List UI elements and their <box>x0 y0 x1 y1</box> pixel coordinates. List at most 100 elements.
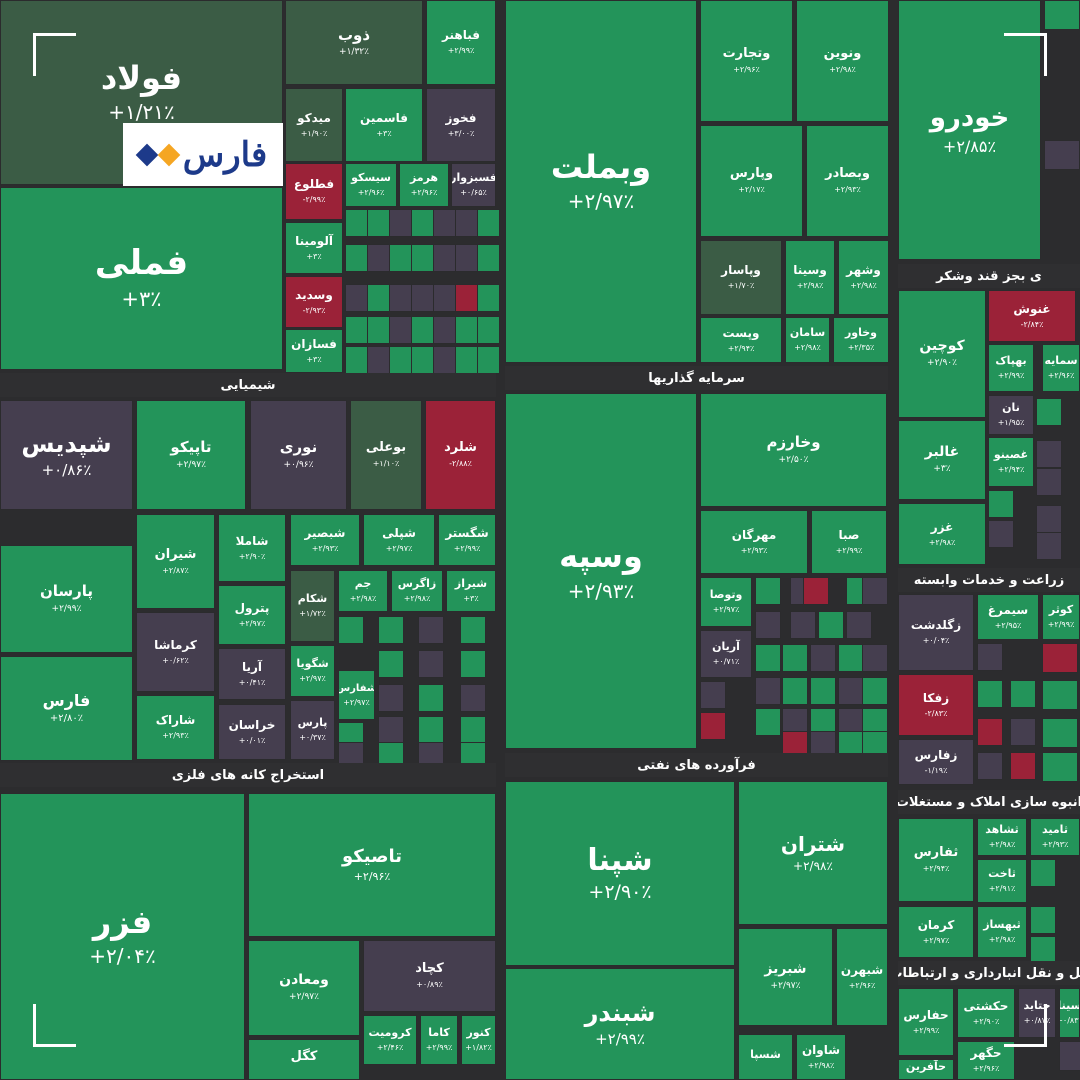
heatmap-tile[interactable]: میدکو +۱/۹۰٪ <box>285 88 343 162</box>
heatmap-tile[interactable]: زگلدشت +۰/۰۴٪ <box>898 594 974 671</box>
heatmap-tile[interactable]: کرومیت +۲/۴۶٪ <box>363 1015 417 1065</box>
heatmap-tile[interactable]: پارسان +۲/۹۹٪ <box>0 545 133 653</box>
heatmap-tile[interactable]: شسپا <box>738 1034 793 1080</box>
heatmap-tile[interactable]: وتوصا +۲/۹۷٪ <box>700 577 752 627</box>
heatmap-tile[interactable]: فطلوع -۲/۹۹٪ <box>285 163 343 220</box>
heatmap-cell <box>782 644 808 672</box>
heatmap-tile[interactable]: غالبر +۳٪ <box>898 420 986 500</box>
heatmap-tile[interactable]: بهپاک +۲/۹۹٪ <box>988 344 1034 392</box>
heatmap-tile[interactable]: جم +۲/۹۸٪ <box>338 570 388 612</box>
heatmap-tile[interactable]: فسازان +۳٪ <box>285 329 343 373</box>
heatmap-tile[interactable]: غنوش -۲/۸۴٪ <box>988 290 1076 342</box>
heatmap-tile[interactable]: کرماشا +۰/۶۲٪ <box>136 612 215 692</box>
heatmap-tile[interactable]: زفارس -۱/۱۹٪ <box>898 739 974 785</box>
heatmap-tile[interactable]: آریان +۰/۷۱٪ <box>700 630 752 678</box>
heatmap-tile[interactable]: وخارزم +۲/۵۰٪ <box>700 393 887 507</box>
heatmap-tile[interactable]: سمایه +۲/۹۶٪ <box>1042 344 1080 392</box>
heatmap-tile[interactable]: وسینا +۲/۹۸٪ <box>785 240 835 315</box>
heatmap-tile[interactable]: بوعلی +۱/۱۰٪ <box>350 400 422 510</box>
heatmap-tile[interactable]: حکشتی +۲/۹۰٪ <box>957 988 1015 1038</box>
heatmap-tile[interactable]: فزر +۲/۰۴٪ <box>0 793 245 1080</box>
heatmap-tile[interactable]: کنور +۱/۸۲٪ <box>461 1015 496 1065</box>
heatmap-tile[interactable]: خراسان +۰/۰۱٪ <box>218 704 286 760</box>
heatmap-tile[interactable]: کوچین +۲/۹۰٪ <box>898 290 986 418</box>
heatmap-tile[interactable]: وپست +۲/۹۴٪ <box>700 317 782 363</box>
heatmap-tile[interactable]: سینا +۰/۸۳٪ <box>1059 988 1080 1038</box>
heatmap-tile[interactable]: وشهر +۲/۹۸٪ <box>838 240 889 315</box>
heatmap-tile[interactable]: نوری +۰/۹۶٪ <box>250 400 347 510</box>
heatmap-tile[interactable]: وپارس +۲/۱۷٪ <box>700 125 803 237</box>
heatmap-tile[interactable]: خودرو +۲/۸۵٪ <box>898 0 1041 260</box>
heatmap-tile[interactable]: ثبهساز +۲/۹۸٪ <box>977 906 1027 958</box>
heatmap-tile[interactable]: شاملا +۲/۹۰٪ <box>218 514 286 582</box>
heatmap-tile[interactable]: وسدید -۲/۹۳٪ <box>285 276 343 328</box>
heatmap-tile[interactable]: نان +۱/۹۵٪ <box>988 395 1034 435</box>
heatmap-tile[interactable]: تاصیکو +۲/۹۶٪ <box>248 793 496 937</box>
heatmap-tile[interactable]: حفارس +۲/۹۹٪ <box>898 988 954 1056</box>
heatmap-tile[interactable]: کاما +۲/۹۹٪ <box>420 1015 458 1065</box>
heatmap-tile[interactable]: شبریز +۲/۹۷٪ <box>738 928 833 1026</box>
heatmap-tile[interactable]: غزر +۲/۹۸٪ <box>898 503 986 565</box>
heatmap-tile[interactable]: شیران +۲/۸۷٪ <box>136 514 215 609</box>
heatmap-tile[interactable]: پارس +۰/۳۷٪ <box>290 700 335 760</box>
heatmap-tile[interactable]: شیراز +۳٪ <box>446 570 496 612</box>
heatmap-tile[interactable]: شبصیر +۲/۹۳٪ <box>290 514 360 566</box>
heatmap-tile[interactable]: شکام +۱/۷۲٪ <box>290 570 335 642</box>
heatmap-tile[interactable]: فملی +۳٪ <box>0 187 283 370</box>
heatmap-tile[interactable]: ونوین +۲/۹۸٪ <box>796 0 889 122</box>
heatmap-tile[interactable]: ذوب +۱/۳۲٪ <box>285 0 423 85</box>
heatmap-tile[interactable]: وسپه +۲/۹۳٪ <box>505 393 697 749</box>
heatmap-tile[interactable]: فسبزوار +۰/۶۵٪ <box>451 163 496 207</box>
heatmap-tile[interactable]: فارس +۲/۸۰٪ <box>0 656 133 761</box>
heatmap-tile[interactable]: ثشاهد +۲/۹۸٪ <box>977 818 1027 856</box>
heatmap-cell <box>389 244 412 272</box>
heatmap-tile[interactable]: سیمرغ +۲/۹۵٪ <box>977 594 1039 640</box>
heatmap-tile[interactable]: شفارس +۲/۹۷٪ <box>338 670 375 720</box>
heatmap-tile[interactable]: وتجارت +۲/۹۶٪ <box>700 0 793 122</box>
heatmap-tile[interactable]: کچاد +۰/۸۹٪ <box>363 940 496 1012</box>
heatmap-tile[interactable]: ومعادن +۲/۹۷٪ <box>248 940 360 1036</box>
heatmap-tile[interactable]: شپلی +۲/۹۷٪ <box>363 514 435 566</box>
heatmap-tile[interactable]: حآفرین <box>898 1059 954 1080</box>
heatmap-tile[interactable]: فاسمین +۳٪ <box>345 88 423 162</box>
heatmap-tile[interactable]: شاراک +۲/۹۳٪ <box>136 695 215 760</box>
heatmap-tile[interactable]: ثاخت +۲/۹۱٪ <box>977 859 1027 903</box>
heatmap-tile[interactable]: سیسکو +۲/۹۶٪ <box>345 163 397 207</box>
heatmap-tile[interactable]: وبملت +۲/۹۷٪ <box>505 0 697 363</box>
heatmap-tile[interactable]: شاوان +۲/۹۸٪ <box>796 1034 846 1080</box>
heatmap-tile[interactable]: وخاور +۲/۳۵٪ <box>833 317 889 363</box>
heatmap-tile[interactable]: شبندر +۲/۹۹٪ <box>505 968 735 1080</box>
heatmap-tile[interactable]: شلرد -۲/۸۸٪ <box>425 400 496 510</box>
heatmap-tile[interactable]: شپنا +۲/۹۰٪ <box>505 781 735 966</box>
heatmap-tile[interactable]: کرمان +۲/۹۷٪ <box>898 906 974 958</box>
heatmap-tile[interactable]: شگویا +۲/۹۷٪ <box>290 645 335 697</box>
heatmap-tile[interactable]: سامان +۲/۹۸٪ <box>785 317 830 363</box>
sector-label: انبوه سازی املاک و مستغلات <box>898 790 1080 814</box>
heatmap-tile[interactable]: هرمز +۲/۹۶٪ <box>399 163 449 207</box>
heatmap-tile[interactable]: شپدیس +۰/۸۶٪ <box>0 400 133 510</box>
heatmap-tile[interactable]: وپاسار +۱/۷۰٪ <box>700 240 782 315</box>
heatmap-tile[interactable]: غصینو +۲/۹۴٪ <box>988 437 1034 487</box>
heatmap-cell <box>460 716 486 744</box>
heatmap-tile[interactable]: کگل <box>248 1039 360 1080</box>
heatmap-tile[interactable]: آریا +۰/۴۱٪ <box>218 648 286 700</box>
heatmap-tile[interactable]: حتاید +۰/۸۷٪ <box>1018 988 1056 1038</box>
heatmap-tile[interactable]: پترول +۲/۹۷٪ <box>218 585 286 645</box>
heatmap-tile[interactable]: فخوز +۳/۰۰٪ <box>426 88 496 162</box>
heatmap-tile[interactable]: شبهرن +۲/۹۶٪ <box>836 928 888 1026</box>
heatmap-tile[interactable]: تاپیکو +۲/۹۷٪ <box>136 400 246 510</box>
heatmap-cell <box>389 346 412 374</box>
heatmap-tile[interactable]: مهرگان +۲/۹۳٪ <box>700 510 808 574</box>
heatmap-tile[interactable]: شتران +۲/۹۸٪ <box>738 781 888 925</box>
heatmap-tile[interactable]: زاگرس +۲/۹۸٪ <box>391 570 443 612</box>
heatmap-tile[interactable]: صبا +۲/۹۹٪ <box>811 510 887 574</box>
heatmap-tile[interactable]: ثفارس +۲/۹۴٪ <box>898 818 974 902</box>
heatmap-tile[interactable]: فباهنر +۲/۹۹٪ <box>426 0 496 85</box>
heatmap-tile[interactable]: ثامید +۲/۹۳٪ <box>1030 818 1080 856</box>
heatmap-tile[interactable]: آلومینا +۳٪ <box>285 222 343 274</box>
heatmap-tile[interactable]: شگستر +۲/۹۹٪ <box>438 514 496 566</box>
heatmap-tile[interactable]: وبصادر +۲/۹۳٪ <box>806 125 889 237</box>
heatmap-tile[interactable]: کوثر +۲/۹۹٪ <box>1042 594 1080 640</box>
tile-symbol: شپدیس <box>21 429 112 458</box>
heatmap-tile[interactable]: زفکا -۲/۸۳٪ <box>898 674 974 736</box>
